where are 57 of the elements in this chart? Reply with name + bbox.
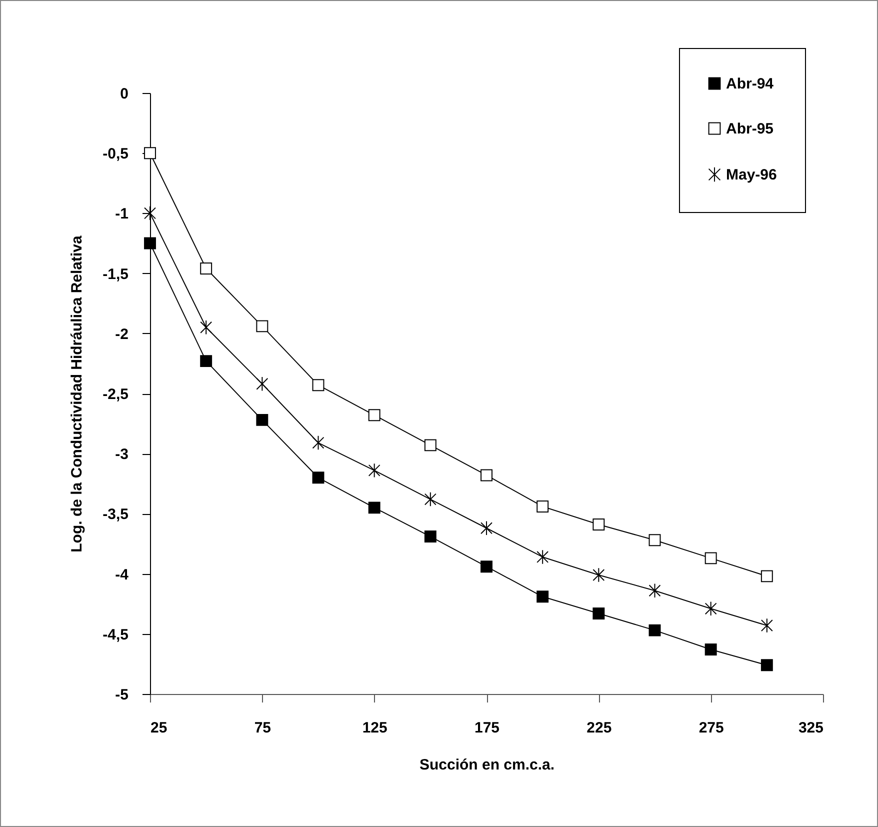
point bbox=[256, 376, 268, 392]
x-tick-label: 275 bbox=[698, 720, 724, 736]
y-tick-label: -1,5 bbox=[102, 266, 128, 283]
x-tick-label: 325 bbox=[798, 720, 824, 736]
point bbox=[368, 463, 380, 478]
x-tick-label: 125 bbox=[362, 720, 388, 736]
point bbox=[704, 552, 717, 564]
point bbox=[648, 534, 661, 546]
point bbox=[480, 560, 492, 573]
point bbox=[368, 502, 380, 514]
point bbox=[592, 607, 605, 620]
point bbox=[536, 590, 549, 603]
y-tick-label: -4,5 bbox=[102, 626, 128, 644]
point bbox=[536, 550, 549, 564]
legend-label: Abr-95 bbox=[726, 120, 774, 138]
y-tick-label: -3,5 bbox=[102, 506, 128, 524]
y-tick-label: -3 bbox=[115, 446, 128, 464]
point bbox=[760, 570, 773, 582]
legend-label: Abr-94 bbox=[726, 76, 774, 92]
y-tick-label: -1 bbox=[115, 206, 128, 223]
point bbox=[200, 320, 212, 335]
y-tick-label: -4 bbox=[115, 566, 130, 584]
y-tick-label: -2,5 bbox=[102, 386, 128, 403]
point bbox=[312, 379, 324, 392]
point bbox=[368, 409, 380, 422]
x-tick-label: 25 bbox=[150, 720, 168, 736]
point bbox=[424, 530, 436, 543]
x-tick-label: 225 bbox=[586, 720, 612, 736]
point bbox=[648, 624, 661, 636]
point bbox=[480, 469, 492, 482]
point bbox=[760, 618, 773, 633]
x-axis-title: Succión en cm.c.a. bbox=[419, 756, 555, 774]
point bbox=[256, 320, 268, 332]
y-tick-label: 0 bbox=[120, 86, 128, 102]
legend-label: May-96 bbox=[726, 166, 777, 184]
y-tick-label: -0,5 bbox=[102, 146, 128, 163]
point bbox=[592, 568, 605, 582]
point bbox=[312, 435, 324, 450]
y-tick-label: -5 bbox=[115, 686, 128, 704]
y-tick-label: -2 bbox=[115, 326, 128, 343]
point bbox=[256, 414, 268, 426]
point bbox=[592, 518, 605, 530]
point bbox=[480, 520, 492, 536]
point bbox=[760, 659, 773, 672]
x-tick-label: 175 bbox=[474, 720, 500, 736]
point bbox=[424, 439, 436, 452]
point bbox=[704, 644, 717, 656]
point bbox=[144, 237, 156, 250]
point bbox=[536, 500, 549, 512]
point bbox=[200, 262, 212, 274]
point bbox=[424, 492, 436, 507]
point bbox=[704, 601, 717, 616]
point bbox=[312, 472, 324, 484]
point bbox=[200, 355, 212, 368]
x-tick-label: 75 bbox=[254, 720, 272, 736]
point bbox=[648, 583, 661, 598]
y-axis-title: Log. de la Conductividad Hidráulica Relativa bbox=[68, 234, 86, 552]
